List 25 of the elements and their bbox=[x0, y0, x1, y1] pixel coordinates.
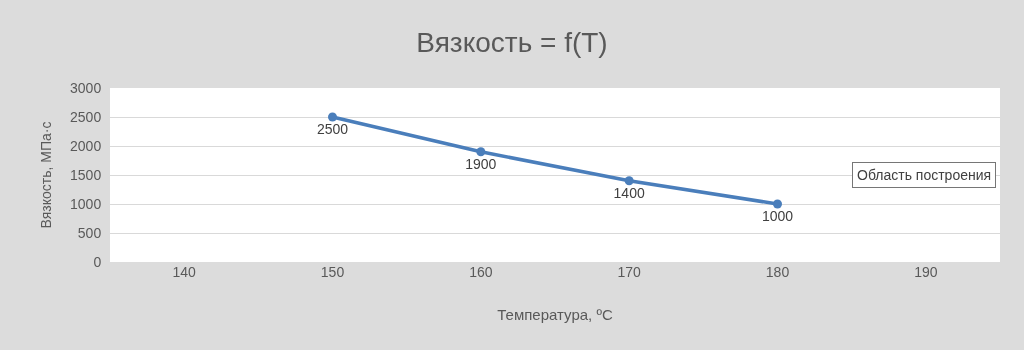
point bbox=[476, 147, 486, 157]
data-label: 1900 bbox=[465, 155, 497, 172]
data-label: 2500 bbox=[316, 121, 349, 138]
x-tick-label: 150 bbox=[320, 264, 345, 280]
y-tick-label: 2000 bbox=[70, 137, 102, 154]
x-tick-label: 190 bbox=[914, 264, 938, 280]
y-tick-label: 500 bbox=[77, 224, 102, 241]
chart-title: Вязкость = f(T) bbox=[416, 26, 608, 58]
y-tick-label: 3000 bbox=[70, 79, 102, 96]
data-label: 1000 bbox=[761, 208, 794, 225]
x-axis-title: Температура, ºС bbox=[497, 306, 613, 323]
y-axis-title: Вязкость, МПа·с bbox=[37, 121, 54, 229]
y-tick-label: 1000 bbox=[70, 195, 102, 212]
x-tick-label: 170 bbox=[617, 264, 642, 280]
point bbox=[328, 112, 337, 122]
x-tick-label: 140 bbox=[172, 264, 197, 280]
x-tick-label: 160 bbox=[469, 264, 493, 280]
y-tick-label: 0 bbox=[93, 253, 102, 270]
annotation: Область построения bbox=[857, 167, 992, 183]
y-tick-label: 2500 bbox=[70, 108, 102, 125]
data-label: 1400 bbox=[613, 184, 645, 201]
y-tick-label: 1500 bbox=[70, 166, 102, 183]
point bbox=[773, 199, 782, 209]
x-tick-label: 180 bbox=[765, 264, 790, 280]
point bbox=[624, 176, 634, 186]
